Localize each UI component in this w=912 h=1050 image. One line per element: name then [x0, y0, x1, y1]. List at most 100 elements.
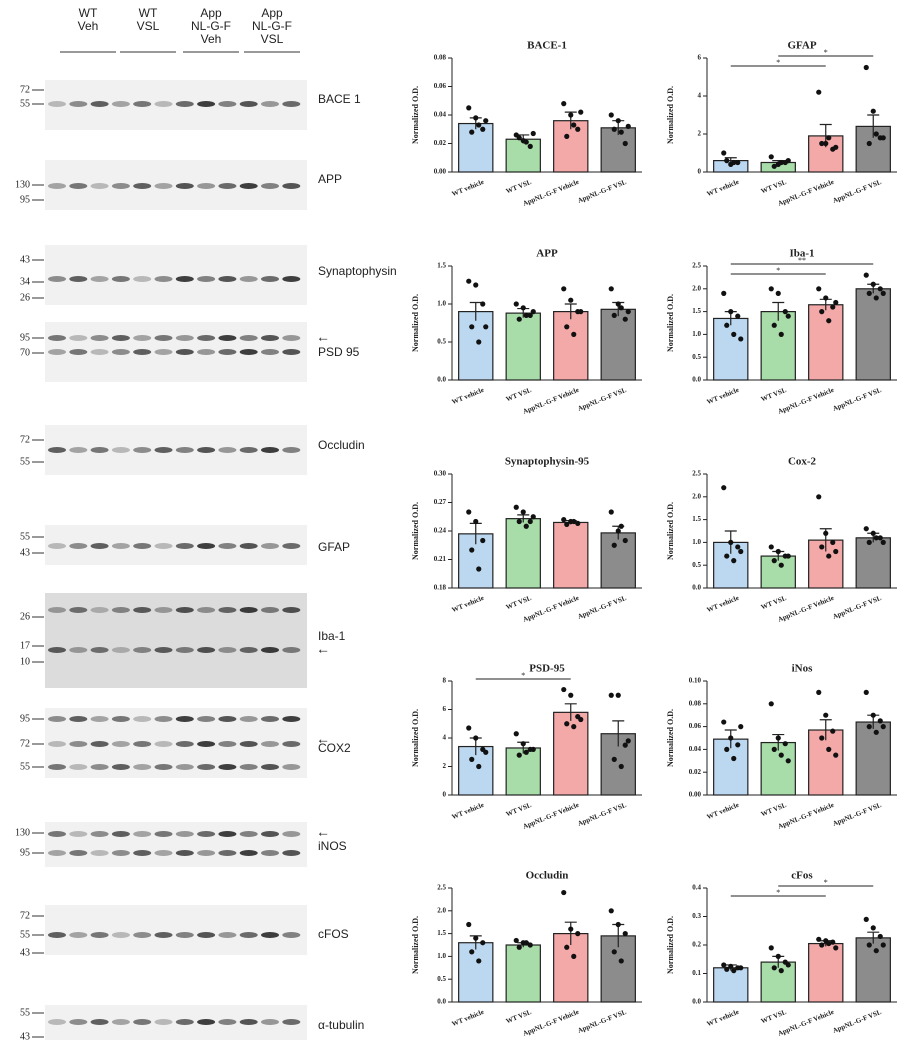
data-point: [466, 725, 472, 731]
mw-marker: 55: [20, 456, 30, 467]
bar: [600, 308, 636, 381]
significance-label: **: [798, 256, 806, 265]
y-tick-label: 2: [443, 762, 447, 770]
bar: [808, 729, 844, 796]
lane-group-label: Veh: [78, 19, 99, 33]
blot-band: [218, 447, 237, 453]
significance-label: *: [776, 58, 780, 67]
blot-band: [239, 543, 258, 549]
blot-band: [175, 764, 194, 770]
data-point: [870, 281, 876, 287]
chart-title: Synaptophysin-95: [505, 456, 590, 468]
blot-band: [218, 276, 237, 282]
data-point: [622, 537, 628, 544]
blot-band: [90, 831, 109, 837]
data-point: [731, 558, 737, 564]
y-axis-label: Normalized O.D.: [666, 294, 675, 352]
blot-band: [261, 276, 279, 282]
y-tick-label: 6: [443, 705, 447, 713]
blot-label: cFOS: [318, 927, 349, 941]
data-point: [721, 962, 727, 968]
data-point: [819, 309, 825, 315]
data-point: [622, 931, 628, 937]
data-point: [615, 528, 621, 534]
x-tick-label: WT VSL: [505, 1008, 533, 1026]
data-point: [513, 937, 519, 944]
x-tick-label: AppNL-G-F VSL: [831, 178, 882, 205]
data-point: [782, 309, 788, 315]
blot-band: [69, 335, 88, 341]
chart-title: Cox-2: [788, 456, 817, 468]
data-point: [816, 494, 822, 500]
blot-band: [218, 647, 237, 653]
y-tick-label: 0.27: [434, 498, 447, 506]
y-tick-label: 0.24: [434, 527, 447, 535]
y-tick-label: 0.04: [689, 745, 702, 753]
y-tick-label: 6: [698, 54, 702, 62]
data-point: [561, 517, 567, 523]
error-bar: [772, 301, 785, 321]
blot-band: [261, 1019, 279, 1025]
blot-band: [239, 335, 258, 341]
blot-band: [239, 607, 258, 613]
blot-band: [282, 101, 301, 107]
data-point: [516, 316, 522, 322]
blot-band: [69, 276, 88, 282]
y-tick-label: 2.5: [437, 884, 446, 892]
error-bar: [564, 303, 577, 320]
significance-label: *: [776, 888, 780, 897]
chart-title: BACE-1: [527, 40, 567, 52]
data-point: [578, 716, 584, 723]
data-point: [564, 324, 570, 330]
data-point: [880, 539, 886, 546]
data-point: [523, 940, 529, 946]
blot-band: [261, 764, 279, 770]
blot-band: [239, 716, 258, 722]
lane-group-label: VSL: [137, 19, 160, 33]
blot-band: [133, 276, 152, 282]
blot-band: [69, 850, 88, 856]
y-tick-label: 4: [698, 92, 702, 100]
blot-band: [218, 932, 237, 938]
data-point: [866, 140, 872, 147]
data-point: [608, 112, 614, 118]
blot-band: [69, 764, 88, 770]
data-point: [880, 135, 886, 141]
blot-label: COX2: [318, 741, 351, 755]
data-point: [578, 109, 584, 115]
data-point: [735, 159, 741, 166]
blot-band: [90, 349, 109, 355]
blot-band: [133, 607, 152, 613]
bar: [760, 311, 796, 381]
significance-label: *: [521, 671, 525, 680]
blot-band: [175, 349, 194, 355]
blot-band: [111, 447, 130, 453]
x-tick-label: WT VSL: [505, 594, 533, 612]
blot-band: [90, 276, 109, 282]
blot-band: [111, 101, 130, 107]
chart: Iba-1 Normalized O.D. 0.0 0.5 1.0 1.5 2.0 2.5 WT…: [666, 248, 897, 416]
blot-band: [48, 447, 66, 453]
blot-band: [90, 335, 109, 341]
data-point: [870, 108, 876, 114]
data-point: [775, 290, 781, 296]
data-point: [571, 724, 577, 730]
lane-group-label: Veh: [201, 32, 222, 46]
data-point: [622, 140, 628, 147]
data-point: [466, 105, 472, 111]
blot-band: [111, 716, 130, 722]
x-tick-label: WT vehicle: [706, 178, 740, 198]
bar: [505, 518, 541, 589]
y-tick-label: 0: [443, 791, 447, 799]
blot-band: [239, 1019, 258, 1025]
blot-band: [218, 543, 237, 549]
data-point: [870, 925, 876, 931]
y-tick-label: 0.04: [434, 111, 447, 119]
data-point: [785, 962, 791, 968]
data-point: [771, 322, 777, 328]
blot-band: [282, 831, 301, 837]
blot-band: [111, 831, 130, 837]
data-point: [473, 518, 479, 525]
blot-band: [111, 647, 130, 653]
significance-label: *: [776, 266, 780, 275]
